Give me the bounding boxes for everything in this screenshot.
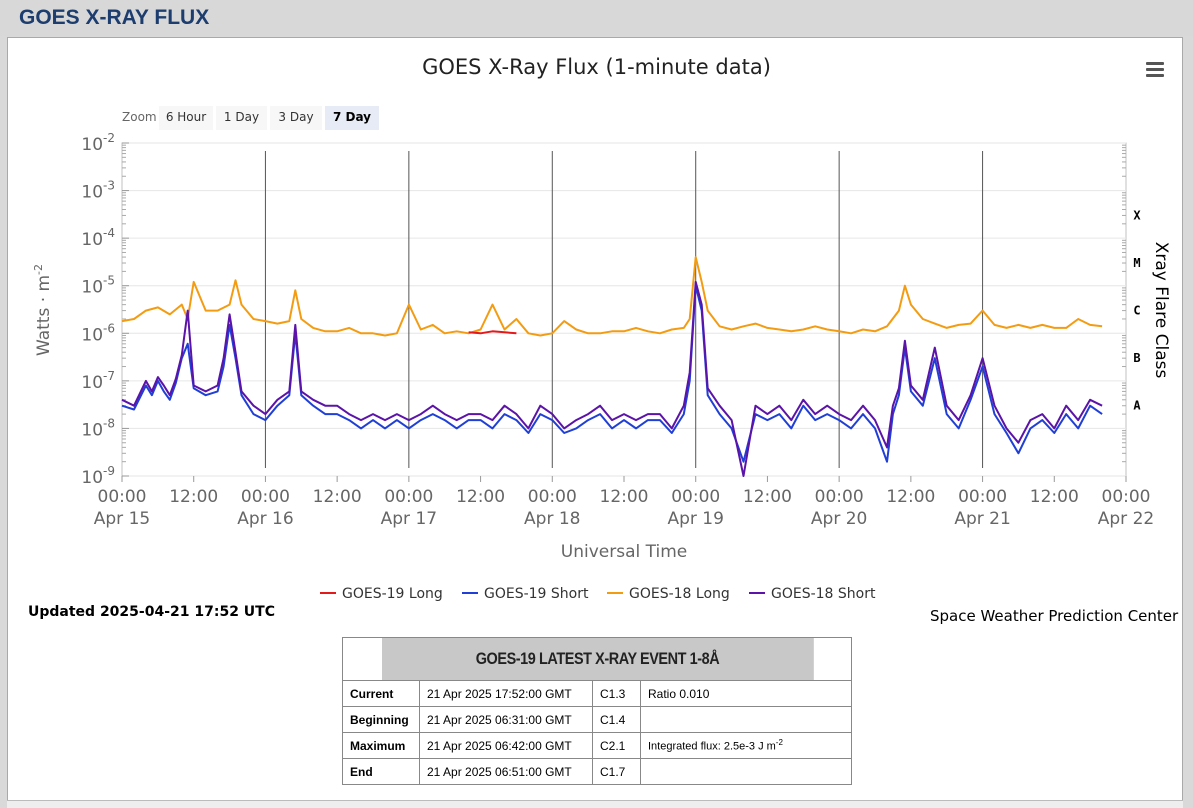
zoom-7-day-button[interactable]: 7 Day: [325, 106, 379, 130]
x-tick-label: 00:00: [671, 487, 720, 507]
row-label: Beginning: [342, 706, 420, 733]
row-class: C1.7: [592, 758, 641, 785]
x-tick-date-label: Apr 19: [667, 509, 723, 529]
x-tick-label: 12:00: [600, 487, 649, 507]
x-tick-label: 12:00: [169, 487, 218, 507]
row-class: C1.3: [592, 680, 641, 707]
legend-swatch: [749, 591, 765, 594]
y-axis-label: Watts · m-2: [32, 264, 54, 356]
y-tick-label: 10-7: [81, 369, 115, 393]
y-tick-label: 10-8: [81, 416, 115, 440]
x-tick-date-label: Apr 20: [811, 509, 867, 529]
row-label: Maximum: [342, 732, 420, 759]
series-goes18-short: [121, 280, 1103, 477]
header-bar: GOES X-RAY FLUX: [0, 0, 1193, 36]
x-tick-date-label: Apr 15: [94, 509, 150, 529]
x-tick-date-label: Apr 17: [381, 509, 437, 529]
row-time: 21 Apr 2025 06:42:00 GMT: [419, 732, 593, 759]
row-extra: Ratio 0.010: [640, 680, 852, 707]
flare-class-label: B: [1133, 351, 1140, 365]
legend-swatch: [320, 591, 336, 594]
legend-label: GOES-19 Long: [342, 586, 443, 602]
series-goes18-long: [121, 256, 1103, 337]
updated-timestamp: Updated 2025-04-21 17:52 UTC: [28, 604, 275, 620]
legend-goes19-short[interactable]: GOES-19 Short: [462, 586, 589, 602]
x-tick-label: 00:00: [528, 487, 577, 507]
flare-class-label: X: [1133, 208, 1141, 222]
zoom-3-day-button[interactable]: 3 Day: [270, 106, 322, 130]
event-table: GOES-19 LATEST X-RAY EVENT 1-8Å Current …: [342, 637, 852, 785]
right-axis-label: Xray Flare Class: [1151, 242, 1171, 379]
row-time: 21 Apr 2025 17:52:00 GMT: [419, 680, 593, 707]
zoom-1-day-button[interactable]: 1 Day: [216, 106, 267, 130]
row-time: 21 Apr 2025 06:51:00 GMT: [419, 758, 593, 785]
legend-label: GOES-18 Short: [771, 586, 876, 602]
x-tick-label: 12:00: [743, 487, 792, 507]
y-tick-label: 10-9: [81, 464, 115, 488]
chart-title: GOES X-Ray Flux (1-minute data): [422, 55, 771, 79]
x-tick-date-label: Apr 18: [524, 509, 580, 529]
y-tick-label: 10-2: [81, 131, 115, 155]
row-label: Current: [342, 680, 420, 707]
x-tick-date-label: Apr 16: [237, 509, 293, 529]
row-extra: [640, 758, 852, 785]
table-row: Current 21 Apr 2025 17:52:00 GMT C1.3 Ra…: [342, 680, 852, 707]
legend-label: GOES-19 Short: [484, 586, 589, 602]
x-tick-label: 00:00: [98, 487, 147, 507]
y-tick-label: 10-5: [81, 274, 115, 298]
row-extra: [640, 706, 852, 733]
x-tick-label: 12:00: [1030, 487, 1079, 507]
x-tick-date-label: Apr 22: [1098, 509, 1154, 529]
chart-menu-icon[interactable]: [1146, 62, 1164, 78]
x-tick-label: 12:00: [456, 487, 505, 507]
y-tick-label: 10-4: [81, 226, 115, 250]
x-axis-label: Universal Time: [561, 542, 687, 562]
page-title: GOES X-RAY FLUX: [19, 6, 210, 29]
zoom-6-hour-button[interactable]: 6 Hour: [159, 106, 213, 130]
x-tick-label: 00:00: [241, 487, 290, 507]
legend-swatch: [607, 591, 623, 594]
plot-area: [121, 142, 1127, 477]
series-goes19-long: [468, 330, 517, 335]
flare-class-label: A: [1133, 399, 1141, 413]
table-row: Beginning 21 Apr 2025 06:31:00 GMT C1.4: [342, 706, 852, 733]
x-tick-label: 00:00: [815, 487, 864, 507]
x-tick-date-label: Apr 21: [954, 509, 1010, 529]
bottom-strip: [7, 800, 1183, 808]
row-class: C2.1: [592, 732, 641, 759]
table-row: Maximum 21 Apr 2025 06:42:00 GMT C2.1 In…: [342, 732, 852, 759]
legend-goes19-long[interactable]: GOES-19 Long: [320, 586, 443, 602]
row-class: C1.4: [592, 706, 641, 733]
row-label: End: [342, 758, 420, 785]
zoom-label: Zoom: [122, 110, 157, 124]
x-tick-label: 00:00: [1102, 487, 1151, 507]
x-tick-label: 00:00: [384, 487, 433, 507]
legend-goes18-long[interactable]: GOES-18 Long: [607, 586, 730, 602]
legend-swatch: [462, 591, 478, 594]
legend-label: GOES-18 Long: [629, 586, 730, 602]
table-row: End 21 Apr 2025 06:51:00 GMT C1.7: [342, 758, 852, 785]
event-table-title: GOES-19 LATEST X-RAY EVENT 1-8Å: [380, 637, 814, 681]
row-extra: Integrated flux: 2.5e-3 J m-2: [640, 732, 852, 759]
flare-class-label: C: [1133, 304, 1140, 318]
x-tick-label: 12:00: [886, 487, 935, 507]
x-tick-label: 00:00: [958, 487, 1007, 507]
y-tick-label: 10-6: [81, 321, 115, 345]
x-tick-label: 12:00: [313, 487, 362, 507]
flare-class-label: M: [1133, 256, 1140, 270]
row-time: 21 Apr 2025 06:31:00 GMT: [419, 706, 593, 733]
y-tick-label: 10-3: [81, 179, 115, 203]
legend-goes18-short[interactable]: GOES-18 Short: [749, 586, 876, 602]
credit-text: Space Weather Prediction Center: [930, 607, 1179, 625]
